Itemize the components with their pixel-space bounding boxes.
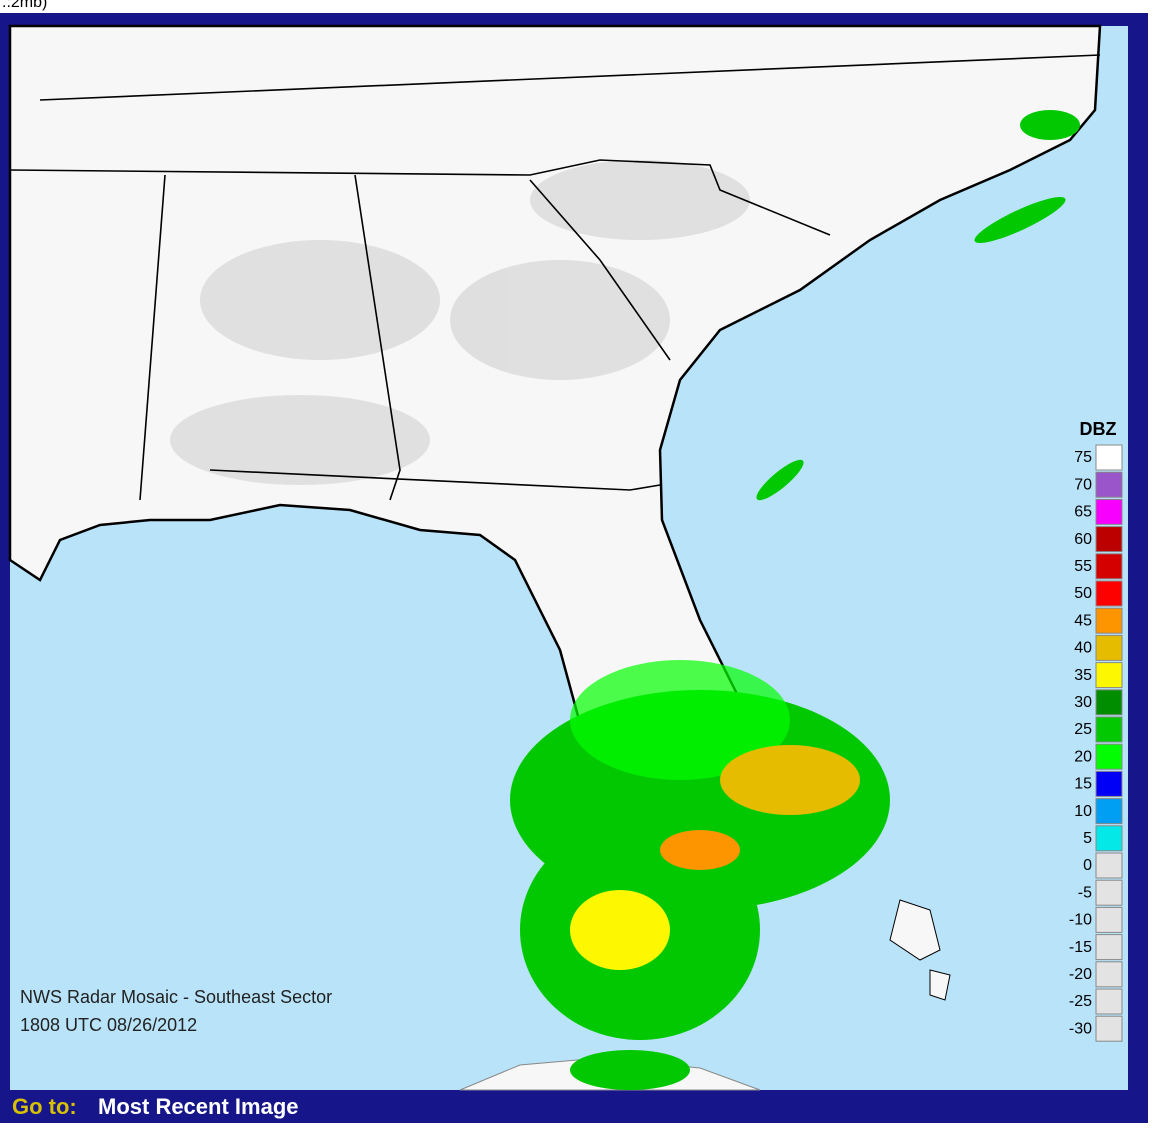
legend-value: 55 [1074,558,1092,575]
legend-value: 50 [1074,585,1092,602]
legend-swatch [1095,580,1123,607]
legend-value: 45 [1074,612,1092,629]
legend: 757065605550454035302520151050-5-10-15-2… [1069,444,1123,1042]
legend-swatch [1095,770,1123,797]
legend-value: -15 [1069,939,1092,956]
legend-swatch [1095,471,1123,498]
legend-swatch [1095,634,1123,661]
legend-value: 10 [1074,803,1092,820]
legend-value: -5 [1078,884,1092,901]
legend-value: -30 [1069,1020,1092,1037]
legend-swatch [1095,1015,1123,1042]
legend-value: -20 [1069,966,1092,983]
legend-swatch [1095,662,1123,689]
bahamas [889,899,951,1001]
legend-swatch [1095,906,1123,933]
map-title: NWS Radar Mosaic - Southeast Sector [20,987,332,1007]
legend-title: DBZ [1080,419,1117,439]
legend-value: 30 [1074,694,1092,711]
legend-swatch [1095,798,1123,825]
legend-swatch [1095,716,1123,743]
radar-echoes [510,110,1080,1090]
legend-value: 75 [1074,449,1092,466]
goto-label: Go to: [12,1094,77,1119]
legend-swatch [1095,607,1123,634]
legend-swatch [1095,852,1123,879]
legend-value: 15 [1074,776,1092,793]
legend-value: 70 [1074,476,1092,493]
clutter [170,160,750,485]
legend-value: 25 [1074,721,1092,738]
legend-value: 65 [1074,504,1092,521]
legend-swatch [1095,526,1123,553]
legend-swatch [1095,879,1123,906]
legend-swatch [1095,825,1123,852]
map-timestamp: 1808 UTC 08/26/2012 [20,1015,197,1035]
legend-value: 20 [1074,748,1092,765]
legend-swatch [1095,743,1123,770]
legend-swatch [1095,934,1123,961]
legend-value: -25 [1069,993,1092,1010]
legend-swatch [1095,988,1123,1015]
state-lines [9,54,1101,501]
legend-value: 40 [1074,640,1092,657]
legend-swatch [1095,961,1123,988]
legend-value: 5 [1083,830,1092,847]
legend-swatch [1095,689,1123,716]
legend-value: -10 [1069,912,1092,929]
legend-swatch [1095,444,1123,471]
page-fragment: .:2mb) [2,0,47,11]
legend-swatch [1095,498,1123,525]
most-recent-link[interactable]: Most Recent Image [98,1094,299,1119]
legend-value: 0 [1083,857,1092,874]
legend-value: 60 [1074,531,1092,548]
legend-value: 35 [1074,667,1092,684]
legend-swatch [1095,553,1123,580]
